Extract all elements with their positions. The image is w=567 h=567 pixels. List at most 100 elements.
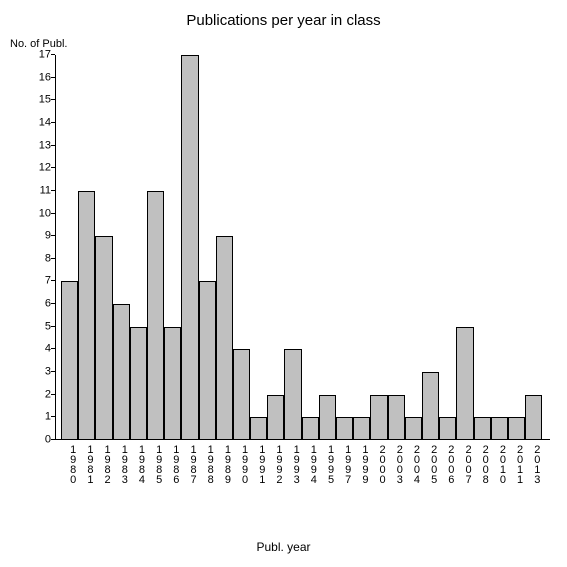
- bar-slot: [422, 55, 439, 440]
- bar: [181, 55, 198, 440]
- y-tick-mark: [51, 213, 55, 214]
- x-tick-label: 2007: [456, 440, 473, 484]
- x-tick-label: 2000: [370, 440, 387, 484]
- bar-slot: [199, 55, 216, 440]
- bar: [353, 417, 370, 440]
- bar-slot: [250, 55, 267, 440]
- y-tick-mark: [51, 258, 55, 259]
- y-tick-mark: [51, 303, 55, 304]
- bar: [78, 191, 95, 440]
- y-tick-label: 14: [39, 117, 51, 128]
- bar-slot: [336, 55, 353, 440]
- bar: [491, 417, 508, 440]
- bar-slot: [388, 55, 405, 440]
- bar-slot: [491, 55, 508, 440]
- y-tick-label: 1: [45, 412, 51, 423]
- bar-slot: [61, 55, 78, 440]
- x-tick-label: 1994: [302, 440, 319, 484]
- bar: [422, 372, 439, 440]
- y-tick-label: 7: [45, 276, 51, 287]
- bar-slot: [216, 55, 233, 440]
- y-tick-mark: [51, 99, 55, 100]
- bar: [199, 281, 216, 440]
- bar: [267, 395, 284, 440]
- bar: [405, 417, 422, 440]
- bar-slot: [405, 55, 422, 440]
- bar-slot: [113, 55, 130, 440]
- bar-slot: [474, 55, 491, 440]
- bar-slot: [181, 55, 198, 440]
- bar: [164, 327, 181, 440]
- y-tick-label: 17: [39, 50, 51, 61]
- bar-slot: [284, 55, 301, 440]
- bar-slot: [319, 55, 336, 440]
- bar: [130, 327, 147, 440]
- x-tick-label: 1995: [319, 440, 336, 484]
- x-axis-title: Publ. year: [0, 540, 567, 554]
- x-tick-label: 1997: [336, 440, 353, 484]
- bar: [216, 236, 233, 440]
- bar: [147, 191, 164, 440]
- y-tick-label: 13: [39, 140, 51, 151]
- x-tick-label: 2006: [439, 440, 456, 484]
- y-tick-label: 5: [45, 321, 51, 332]
- x-tick-label: 1989: [216, 440, 233, 484]
- x-tick-label: 2004: [405, 440, 422, 484]
- bar-slot: [164, 55, 181, 440]
- x-labels-row: 1980198119821983198419851986198719881989…: [61, 440, 542, 484]
- chart-container: Publications per year in class No. of Pu…: [0, 0, 567, 567]
- bar: [456, 327, 473, 440]
- bar-slot: [302, 55, 319, 440]
- y-tick-label: 12: [39, 163, 51, 174]
- bar-slot: [456, 55, 473, 440]
- bar-slot: [130, 55, 147, 440]
- x-tick-label: 1984: [130, 440, 147, 484]
- x-tick-label: 1981: [78, 440, 95, 484]
- x-tick-label: 1990: [233, 440, 250, 484]
- bar-slot: [508, 55, 525, 440]
- y-axis-line: [55, 55, 56, 440]
- x-tick-label: 1987: [181, 440, 198, 484]
- bar: [508, 417, 525, 440]
- y-tick-mark: [51, 326, 55, 327]
- bar-slot: [439, 55, 456, 440]
- y-tick-mark: [51, 235, 55, 236]
- bar: [388, 395, 405, 440]
- bar-slot: [353, 55, 370, 440]
- bar: [336, 417, 353, 440]
- y-tick-label: 6: [45, 299, 51, 310]
- bar: [284, 349, 301, 440]
- x-tick-label: 1980: [61, 440, 78, 484]
- x-tick-label: 1991: [250, 440, 267, 484]
- bar: [370, 395, 387, 440]
- bar: [319, 395, 336, 440]
- y-tick-mark: [51, 280, 55, 281]
- y-tick-label: 11: [40, 185, 51, 196]
- y-tick-label: 9: [45, 231, 51, 242]
- y-tick-label: 10: [39, 208, 51, 219]
- x-tick-label: 1988: [199, 440, 216, 484]
- y-tick-label: 0: [45, 435, 51, 446]
- x-tick-label: 2005: [422, 440, 439, 484]
- y-tick-label: 2: [45, 389, 51, 400]
- y-tick-mark: [51, 145, 55, 146]
- y-tick-mark: [51, 190, 55, 191]
- bar: [233, 349, 250, 440]
- x-tick-label: 1999: [353, 440, 370, 484]
- bar: [525, 395, 542, 440]
- y-tick-mark: [51, 348, 55, 349]
- bar-slot: [78, 55, 95, 440]
- y-tick-mark: [51, 439, 55, 440]
- x-tick-label: 2010: [491, 440, 508, 484]
- x-tick-label: 1992: [267, 440, 284, 484]
- x-tick-label: 2013: [525, 440, 542, 484]
- x-tick-label: 1986: [164, 440, 181, 484]
- bar-slot: [233, 55, 250, 440]
- chart-title: Publications per year in class: [0, 12, 567, 29]
- bar: [95, 236, 112, 440]
- bar-slot: [525, 55, 542, 440]
- bar: [302, 417, 319, 440]
- y-tick-label: 16: [39, 72, 51, 83]
- x-tick-label: 2003: [388, 440, 405, 484]
- bar: [474, 417, 491, 440]
